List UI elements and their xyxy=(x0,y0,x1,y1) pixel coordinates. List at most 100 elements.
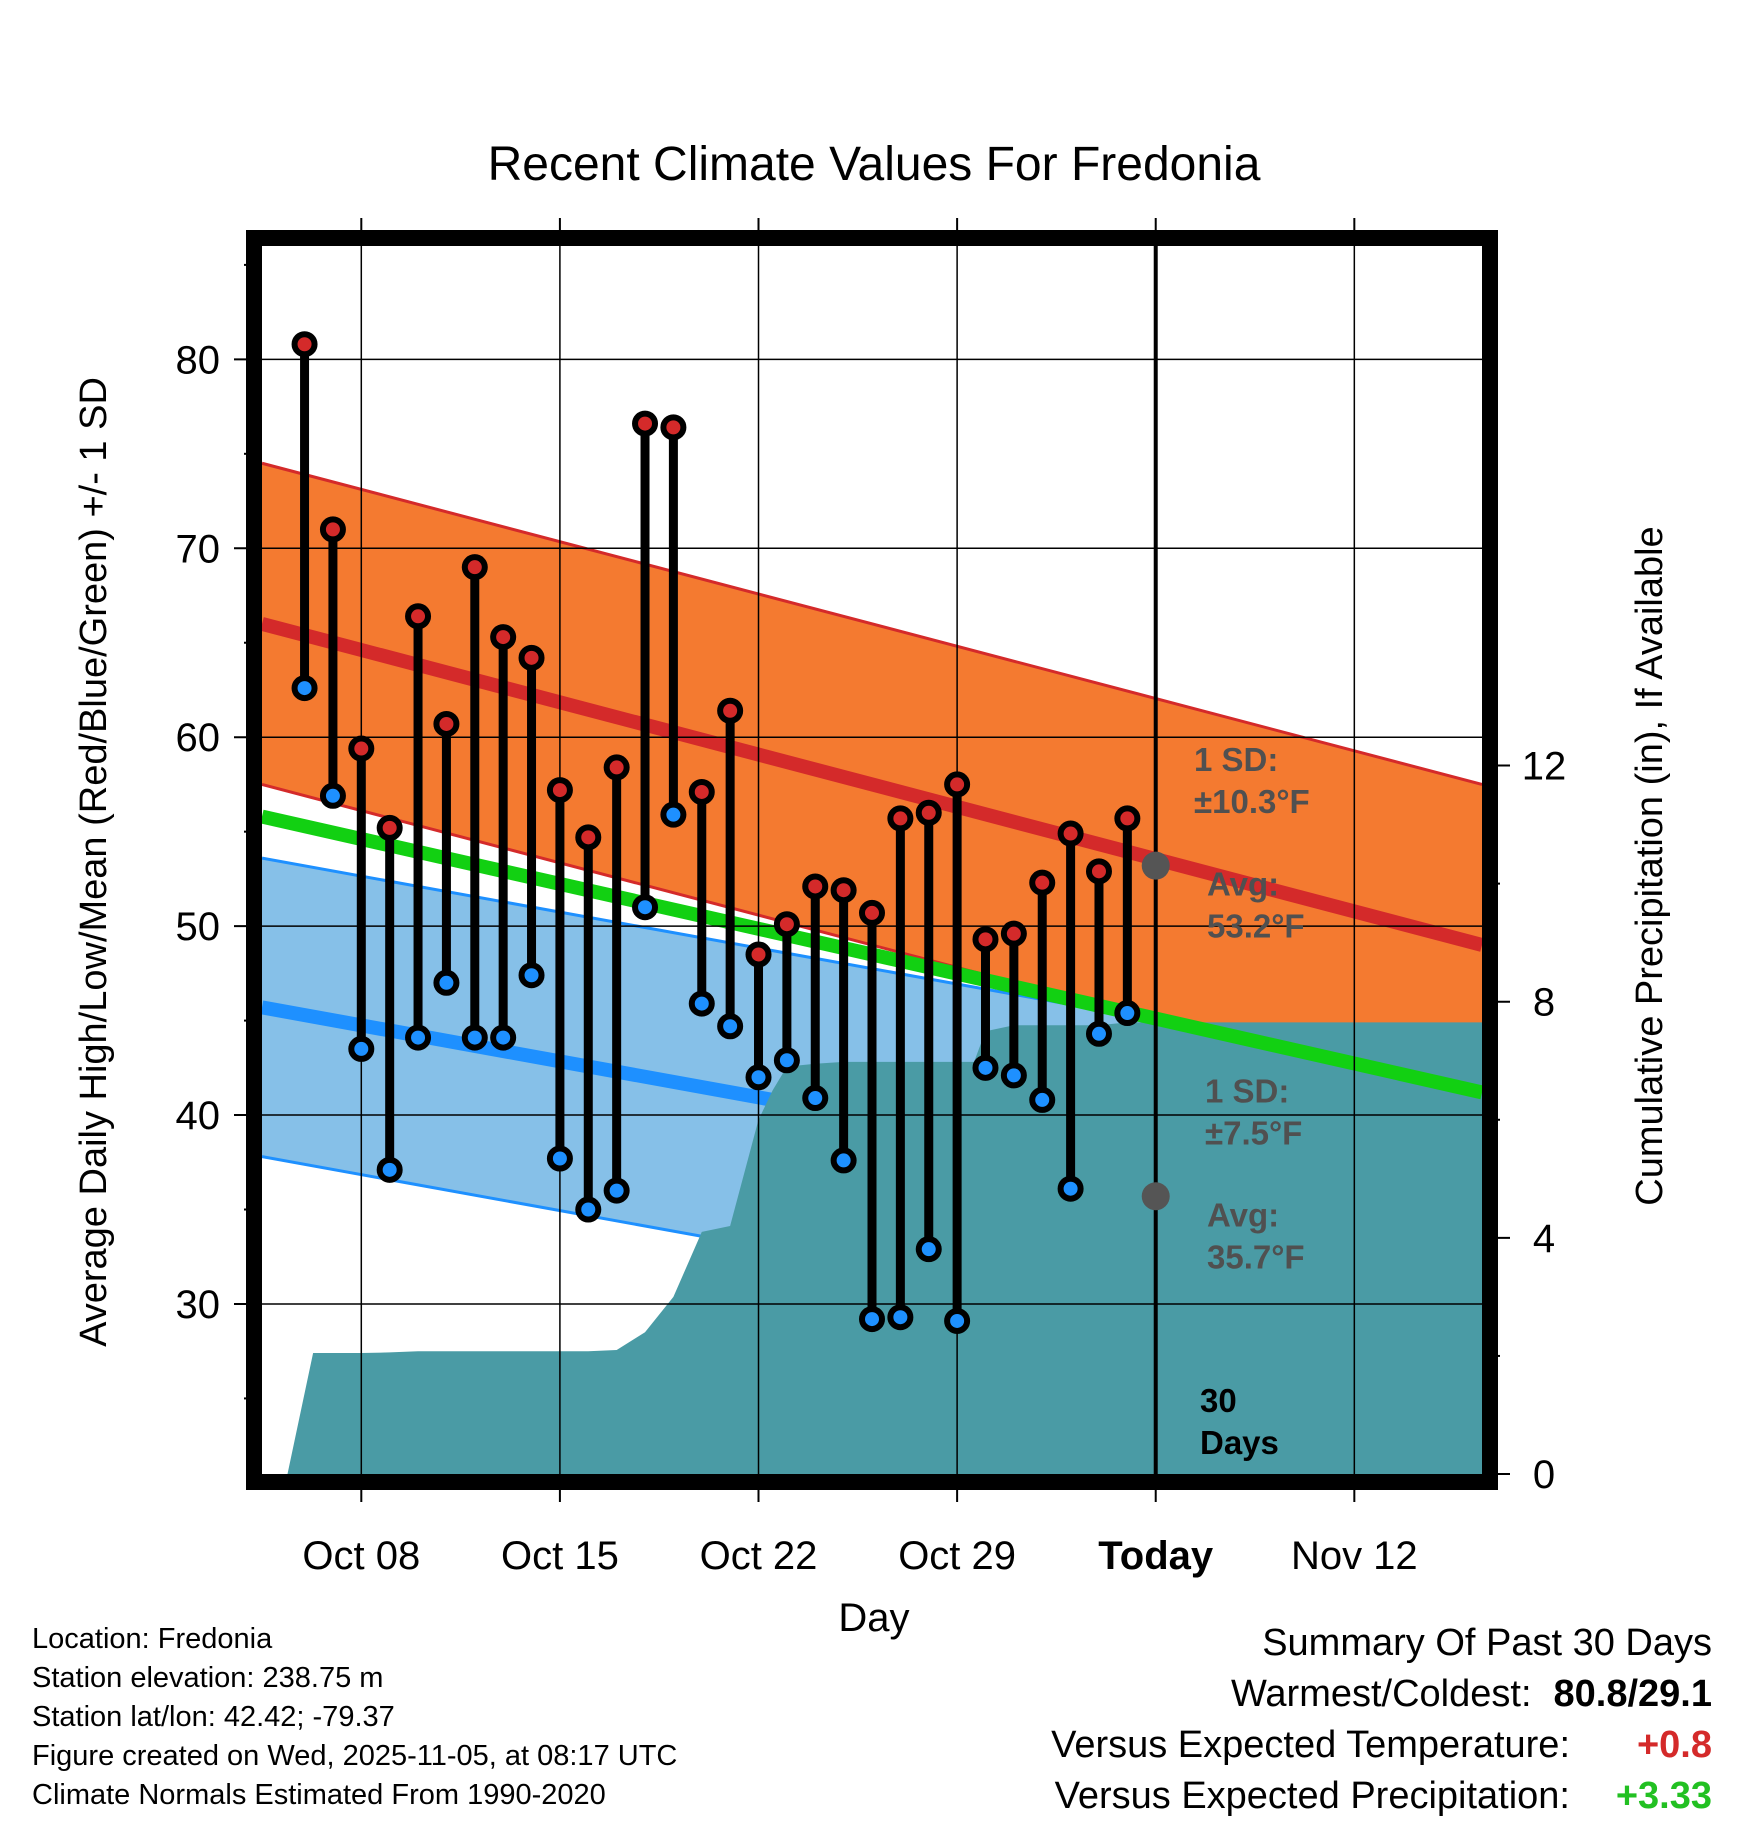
high-point xyxy=(944,771,971,798)
low-point xyxy=(348,1035,375,1062)
high-point xyxy=(461,554,488,581)
y2-tick-label: 4 xyxy=(1533,1217,1555,1261)
daily-bars xyxy=(291,331,1141,1334)
high-point xyxy=(830,877,857,904)
precipitation-area xyxy=(287,1022,1482,1474)
low-point xyxy=(1057,1175,1084,1202)
high-point xyxy=(603,754,630,781)
low-point xyxy=(405,1024,432,1051)
y-tick-label: 30 xyxy=(176,1283,221,1327)
warmest-label: Warmest/Coldest: xyxy=(1230,1673,1532,1715)
high-point xyxy=(1114,805,1141,832)
high-point xyxy=(773,911,800,938)
x-tick-label: Today xyxy=(1098,1534,1214,1578)
period-label-1: 30 xyxy=(1200,1382,1237,1419)
low-avg-marker xyxy=(1141,1182,1170,1211)
high-point xyxy=(319,516,346,543)
low-point xyxy=(433,969,460,996)
period-label-2: Days xyxy=(1200,1424,1279,1461)
low-avg-label-2: 35.7°F xyxy=(1207,1238,1305,1275)
x-tick-label: Oct 08 xyxy=(302,1534,420,1578)
low-point xyxy=(376,1156,403,1183)
y2-tick-label: 12 xyxy=(1522,745,1567,789)
high-sd-label-1: 1 SD: xyxy=(1194,741,1278,778)
high-point xyxy=(490,624,517,651)
high-point xyxy=(802,873,829,900)
y-tick-label: 50 xyxy=(176,905,221,949)
y2-tick-label: 8 xyxy=(1533,981,1555,1025)
summary-precip-row: Versus Expected Precipitation: +3.33 xyxy=(1051,1771,1712,1822)
low-point xyxy=(773,1047,800,1074)
high-point xyxy=(433,710,460,737)
y2-tick-label: 0 xyxy=(1533,1453,1555,1497)
high-point xyxy=(1029,869,1056,896)
high-avg-label-1: Avg: xyxy=(1207,866,1279,903)
low-point xyxy=(1029,1086,1056,1113)
low-point xyxy=(1000,1062,1027,1089)
annotations: 1 SD: ±10.3°F Avg: 53.2°F 1 SD: ±7.5°F Avg: 35.… xyxy=(1194,741,1310,1461)
high-point xyxy=(632,410,659,437)
low-point xyxy=(291,675,318,702)
low-sd-label-2: ±7.5°F xyxy=(1205,1114,1302,1151)
low-avg-label-1: Avg: xyxy=(1207,1196,1279,1233)
low-point xyxy=(944,1307,971,1334)
low-point xyxy=(915,1236,942,1263)
latlon-text: Station lat/lon: 42.42; -79.37 xyxy=(32,1701,395,1733)
high-avg-label-2: 53.2°F xyxy=(1207,908,1305,945)
high-point xyxy=(745,941,772,968)
x-axis-title: Day xyxy=(838,1596,909,1640)
high-point xyxy=(717,697,744,724)
low-point xyxy=(887,1304,914,1331)
chart-title: Recent Climate Values For Fredonia xyxy=(488,138,1261,191)
high-point xyxy=(1000,920,1027,947)
high-point xyxy=(348,735,375,762)
precip-label: Versus Expected Precipitation: xyxy=(1054,1775,1570,1817)
low-point xyxy=(660,801,687,828)
low-point xyxy=(830,1147,857,1174)
location-text: Location: Fredonia xyxy=(32,1623,273,1655)
summary-temp-row: Versus Expected Temperature: +0.8 xyxy=(1051,1720,1712,1771)
low-point xyxy=(688,990,715,1017)
y-tick-label: 40 xyxy=(176,1094,221,1138)
low-point xyxy=(461,1024,488,1051)
high-point xyxy=(660,414,687,441)
low-point xyxy=(632,894,659,921)
low-point xyxy=(518,962,545,989)
y-tick-label: 80 xyxy=(176,338,221,382)
low-point xyxy=(859,1306,885,1333)
high-point xyxy=(405,603,432,630)
high-point xyxy=(688,778,715,805)
y2-axis-title: Cumulative Precipitation (in), If Availa… xyxy=(1629,526,1671,1205)
temp-value: +0.8 xyxy=(1636,1724,1712,1766)
low-point xyxy=(546,1145,573,1172)
x-tick-label: Oct 15 xyxy=(501,1534,619,1578)
created-text: Figure created on Wed, 2025-11-05, at 08… xyxy=(32,1740,678,1772)
low-point xyxy=(745,1064,772,1091)
low-point xyxy=(802,1085,829,1112)
high-point xyxy=(1057,820,1084,847)
high-point xyxy=(859,899,885,926)
high-point xyxy=(291,331,318,358)
precip-value: +3.33 xyxy=(1615,1775,1712,1817)
low-point xyxy=(1114,1000,1141,1027)
high-point xyxy=(376,814,403,841)
high-point xyxy=(972,926,999,953)
warmest-value: 80.8/29.1 xyxy=(1553,1673,1712,1715)
high-point xyxy=(1085,858,1112,885)
temp-label: Versus Expected Temperature: xyxy=(1051,1724,1570,1766)
low-point xyxy=(319,782,346,809)
normals-text: Climate Normals Estimated From 1990-2020 xyxy=(32,1779,606,1811)
y-tick-label: 60 xyxy=(176,716,221,760)
high-sd-upper-line xyxy=(262,461,1482,786)
low-point xyxy=(603,1177,630,1204)
low-point xyxy=(972,1054,999,1081)
low-point xyxy=(1085,1020,1112,1047)
axes: 30 40 50 60 70 80 0 4 8 12 Oct 08 Oct 15 Oct 22 Oct 2… xyxy=(176,218,1567,1578)
low-point xyxy=(575,1196,602,1223)
low-sd-label-1: 1 SD: xyxy=(1205,1072,1289,1109)
high-point xyxy=(887,805,914,832)
summary-panel: Summary Of Past 30 Days Warmest/Coldest:… xyxy=(1051,1618,1712,1822)
high-point xyxy=(546,777,573,804)
x-tick-label: Oct 22 xyxy=(700,1534,818,1578)
